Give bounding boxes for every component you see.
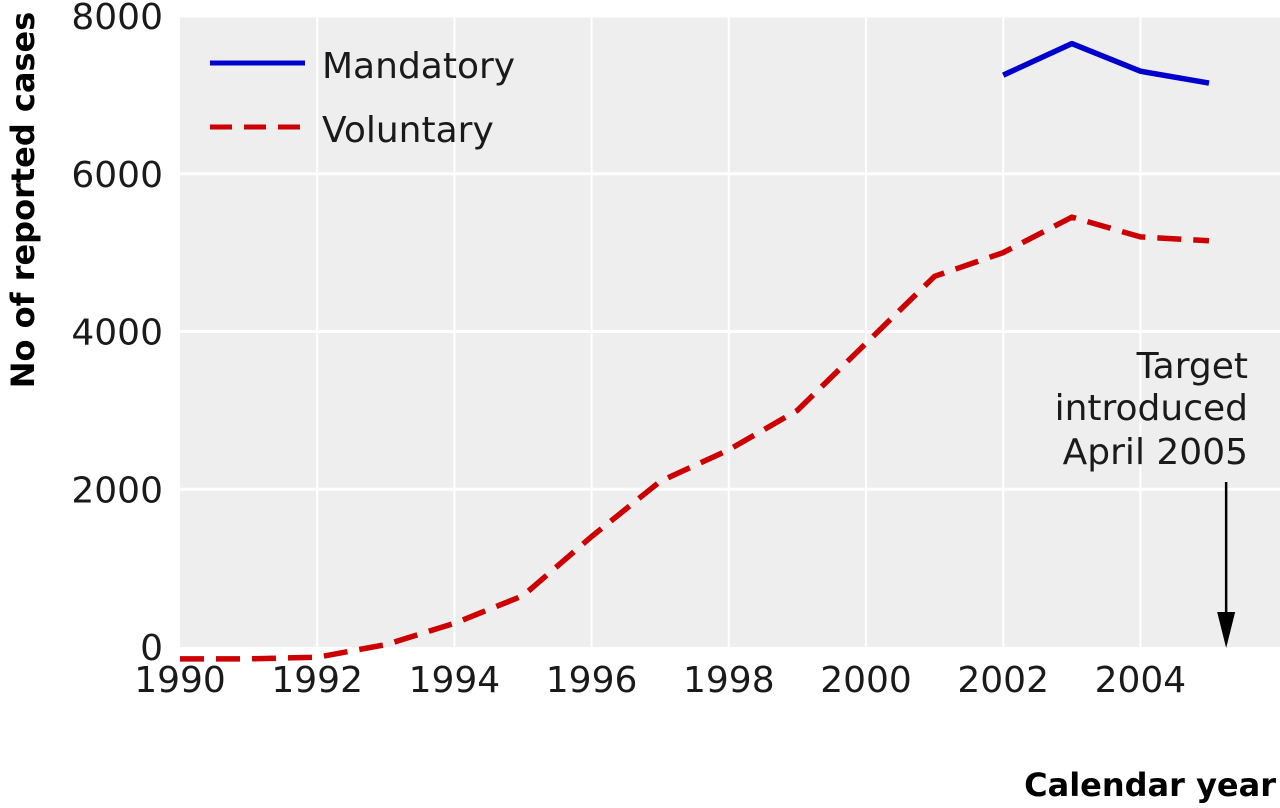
y-axis-title: No of reported cases	[4, 12, 42, 389]
legend-label-voluntary: Voluntary	[322, 110, 494, 151]
annotation-line-2: introduced	[1055, 388, 1248, 429]
annotation-line-3: April 2005	[1063, 432, 1248, 473]
y-tick-label: 4000	[71, 313, 163, 354]
y-tick-label: 6000	[71, 155, 163, 196]
annotation-line-1: Target	[1136, 346, 1248, 387]
x-tick-label: 2004	[1095, 660, 1187, 701]
x-tick-label: 1998	[683, 660, 775, 701]
x-tick-label: 1990	[134, 660, 226, 701]
y-tick-label: 2000	[71, 470, 163, 511]
annotation-arrow-head	[1217, 612, 1236, 648]
x-tick-label: 2000	[820, 660, 912, 701]
x-tick-label: 1992	[271, 660, 363, 701]
legend-label-mandatory: Mandatory	[322, 46, 515, 87]
x-tick-label: 2002	[957, 660, 1049, 701]
legend: Mandatory Voluntary	[210, 46, 515, 151]
series-line-voluntary	[180, 214, 1210, 662]
x-axis-title: Calendar year	[1024, 766, 1276, 804]
x-tick-label: 1996	[546, 660, 638, 701]
y-tick-label: 0	[140, 628, 163, 669]
gridlines	[180, 14, 1280, 647]
series-lines	[180, 40, 1210, 662]
x-tick-labels: 1990 1992 1994 1996 1998 2000 2002 2004	[134, 660, 1186, 701]
series-line-mandatory	[1002, 40, 1210, 86]
y-tick-labels: 0 2000 4000 6000 8000	[71, 0, 163, 669]
target-annotation: Target introduced April 2005	[1055, 346, 1248, 648]
y-tick-label: 8000	[71, 0, 163, 38]
x-tick-label: 1994	[409, 660, 501, 701]
